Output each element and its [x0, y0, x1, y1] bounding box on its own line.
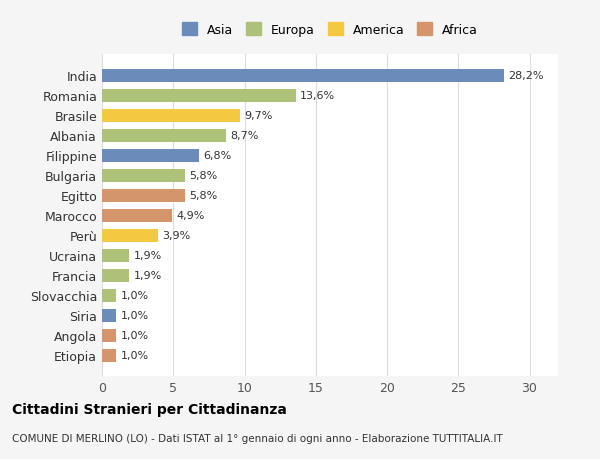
Bar [102, 309, 116, 322]
Text: COMUNE DI MERLINO (LO) - Dati ISTAT al 1° gennaio di ogni anno - Elaborazione TU: COMUNE DI MERLINO (LO) - Dati ISTAT al 1… [12, 433, 503, 442]
Bar [102, 229, 158, 242]
Bar [102, 209, 172, 222]
Legend: Asia, Europa, America, Africa: Asia, Europa, America, Africa [179, 20, 481, 41]
Text: 1,0%: 1,0% [121, 350, 149, 360]
Text: 1,0%: 1,0% [121, 330, 149, 340]
Bar [102, 349, 116, 362]
Text: 1,0%: 1,0% [121, 291, 149, 301]
Bar [102, 150, 199, 162]
Text: 5,8%: 5,8% [189, 171, 217, 181]
Bar [102, 110, 240, 123]
Bar [102, 169, 185, 182]
Bar [102, 329, 116, 342]
Text: 4,9%: 4,9% [176, 211, 205, 221]
Text: 3,9%: 3,9% [162, 231, 190, 241]
Text: 6,8%: 6,8% [203, 151, 232, 161]
Bar [102, 70, 504, 83]
Text: 8,7%: 8,7% [230, 131, 259, 141]
Bar [102, 90, 296, 102]
Text: 1,9%: 1,9% [133, 251, 161, 261]
Bar [102, 269, 129, 282]
Bar [102, 289, 116, 302]
Text: 9,7%: 9,7% [245, 111, 273, 121]
Bar [102, 129, 226, 142]
Text: 1,9%: 1,9% [133, 270, 161, 280]
Text: 1,0%: 1,0% [121, 310, 149, 320]
Text: 28,2%: 28,2% [508, 71, 544, 81]
Text: Cittadini Stranieri per Cittadinanza: Cittadini Stranieri per Cittadinanza [12, 402, 287, 416]
Text: 5,8%: 5,8% [189, 191, 217, 201]
Bar [102, 189, 185, 202]
Text: 13,6%: 13,6% [300, 91, 335, 101]
Bar [102, 249, 129, 262]
